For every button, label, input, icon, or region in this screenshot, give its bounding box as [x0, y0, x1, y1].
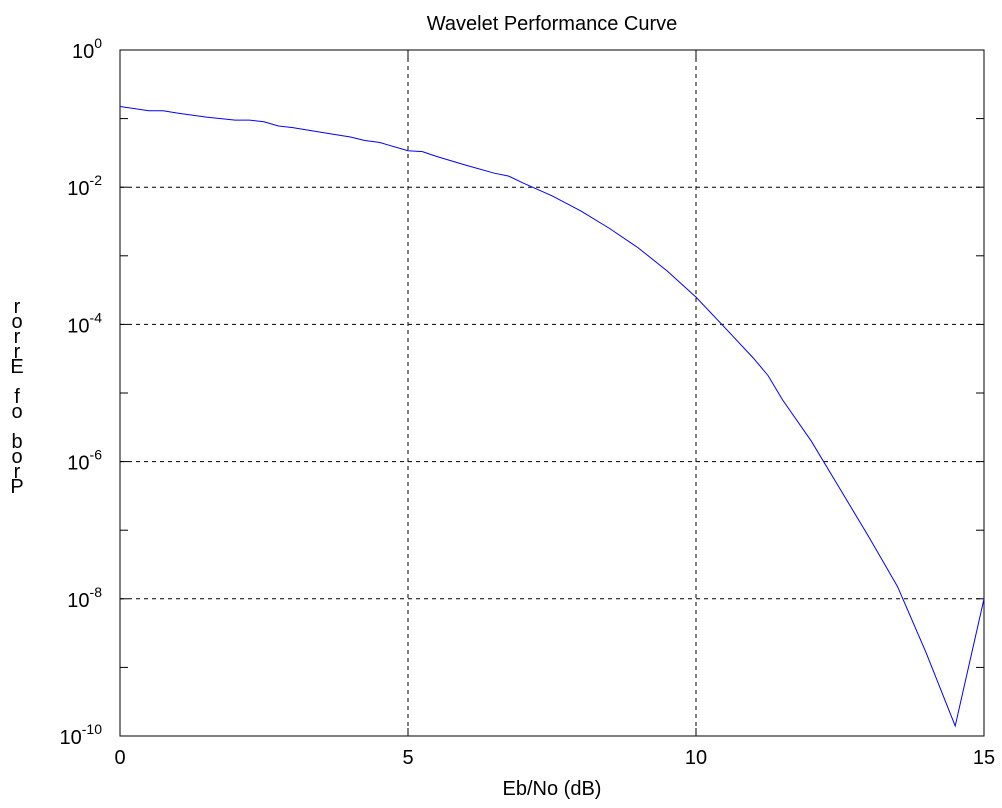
y-tick-labels: 100 10-2 10-4 10-6 10-8 10-10	[60, 35, 103, 749]
y-tick-label: 100	[72, 35, 102, 63]
y-axis-label-char: o	[11, 311, 23, 333]
y-axis-label-char: f	[14, 386, 20, 408]
y-axis-label-char: r	[13, 296, 21, 318]
y-tick-label: 10-10	[60, 721, 103, 749]
y-axis-label-char: o	[11, 401, 23, 423]
axis-ticks	[119, 49, 985, 737]
x-tick-labels: 0 5 10 15	[114, 747, 995, 769]
y-axis-label-char: P	[10, 476, 24, 498]
y-tick-label: 10-6	[67, 447, 102, 475]
y-axis-label-char: r	[13, 341, 21, 363]
x-tick-label: 10	[685, 747, 707, 769]
y-tick-label: 10-4	[67, 309, 102, 337]
y-tick-label: 10-8	[67, 584, 102, 612]
y-axis-label-char: b	[11, 431, 23, 453]
y-tick-label: 10-2	[67, 172, 102, 200]
x-axis-label: Eb/No (dB)	[503, 778, 602, 800]
y-axis-label-char: r	[13, 326, 21, 348]
plot-area-frame	[119, 49, 985, 737]
chart-title: Wavelet Performance Curve	[427, 13, 677, 35]
x-tick-label: 0	[114, 747, 125, 769]
x-tick-label: 15	[973, 747, 995, 769]
series-line	[119, 106, 985, 728]
y-axis-label-char: r	[13, 461, 21, 483]
y-axis-label-char: o	[11, 446, 23, 468]
grid	[120, 50, 984, 736]
y-axis-label-char: E	[10, 356, 24, 378]
x-tick-label: 5	[402, 747, 413, 769]
